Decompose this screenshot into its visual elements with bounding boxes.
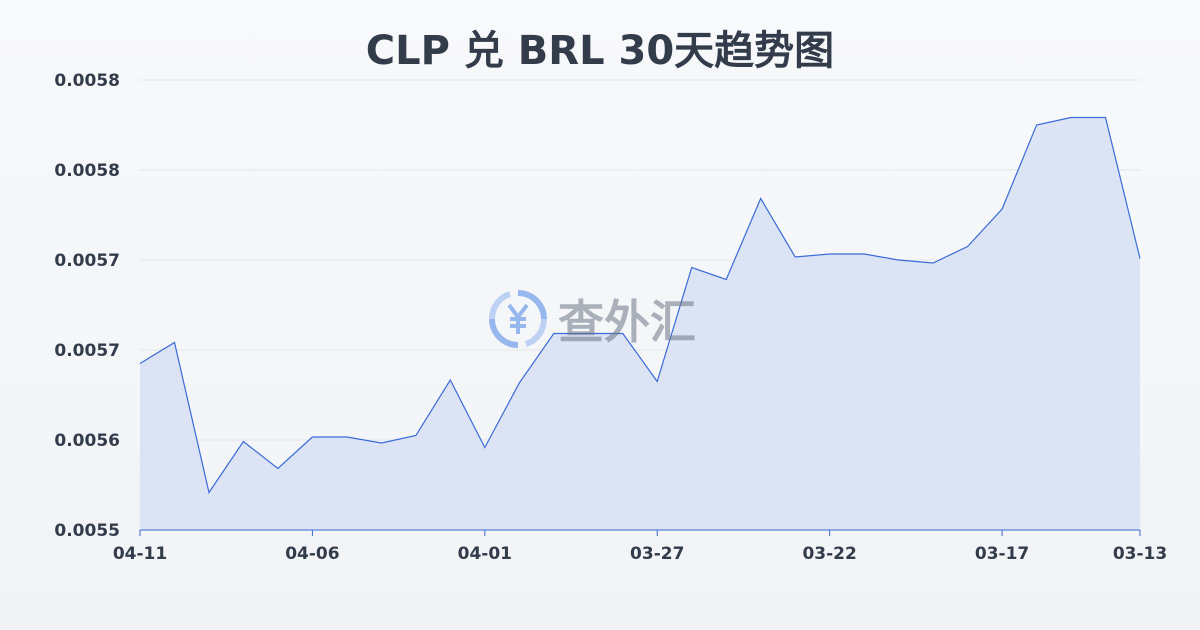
y-tick-label: 0.0057: [54, 251, 120, 271]
y-tick-label: 0.0058: [54, 161, 120, 181]
y-tick-label: 0.0055: [54, 521, 120, 541]
y-axis: 0.0055 0.0056 0.0057 0.0057 0.0058 0.0058: [54, 71, 120, 541]
x-axis: 04-11 04-06 04-01 03-27 03-22 03-17 03-13: [113, 529, 1167, 564]
series-area: [140, 117, 1140, 530]
y-tick-label: 0.0056: [54, 431, 120, 451]
y-tick-label: 0.0058: [54, 71, 120, 91]
data-points: [139, 117, 1141, 493]
x-tick-label: 03-22: [802, 544, 856, 564]
x-tick-label: 04-01: [458, 544, 512, 564]
x-tick-label: 03-17: [975, 544, 1029, 564]
chart-title: CLP 兑 BRL 30天趋势图: [365, 28, 835, 74]
x-tick-label: 03-27: [630, 544, 684, 564]
series-line: [139, 116, 1141, 494]
y-tick-label: 0.0057: [54, 341, 120, 361]
x-tick-label: 04-06: [285, 544, 339, 564]
watermark: 查外汇: [488, 286, 696, 352]
x-tick-label: 04-11: [113, 544, 167, 564]
watermark-text: 查外汇: [558, 295, 696, 349]
x-tick-label: 03-13: [1113, 544, 1167, 564]
yen-exchange-icon: [488, 290, 548, 348]
